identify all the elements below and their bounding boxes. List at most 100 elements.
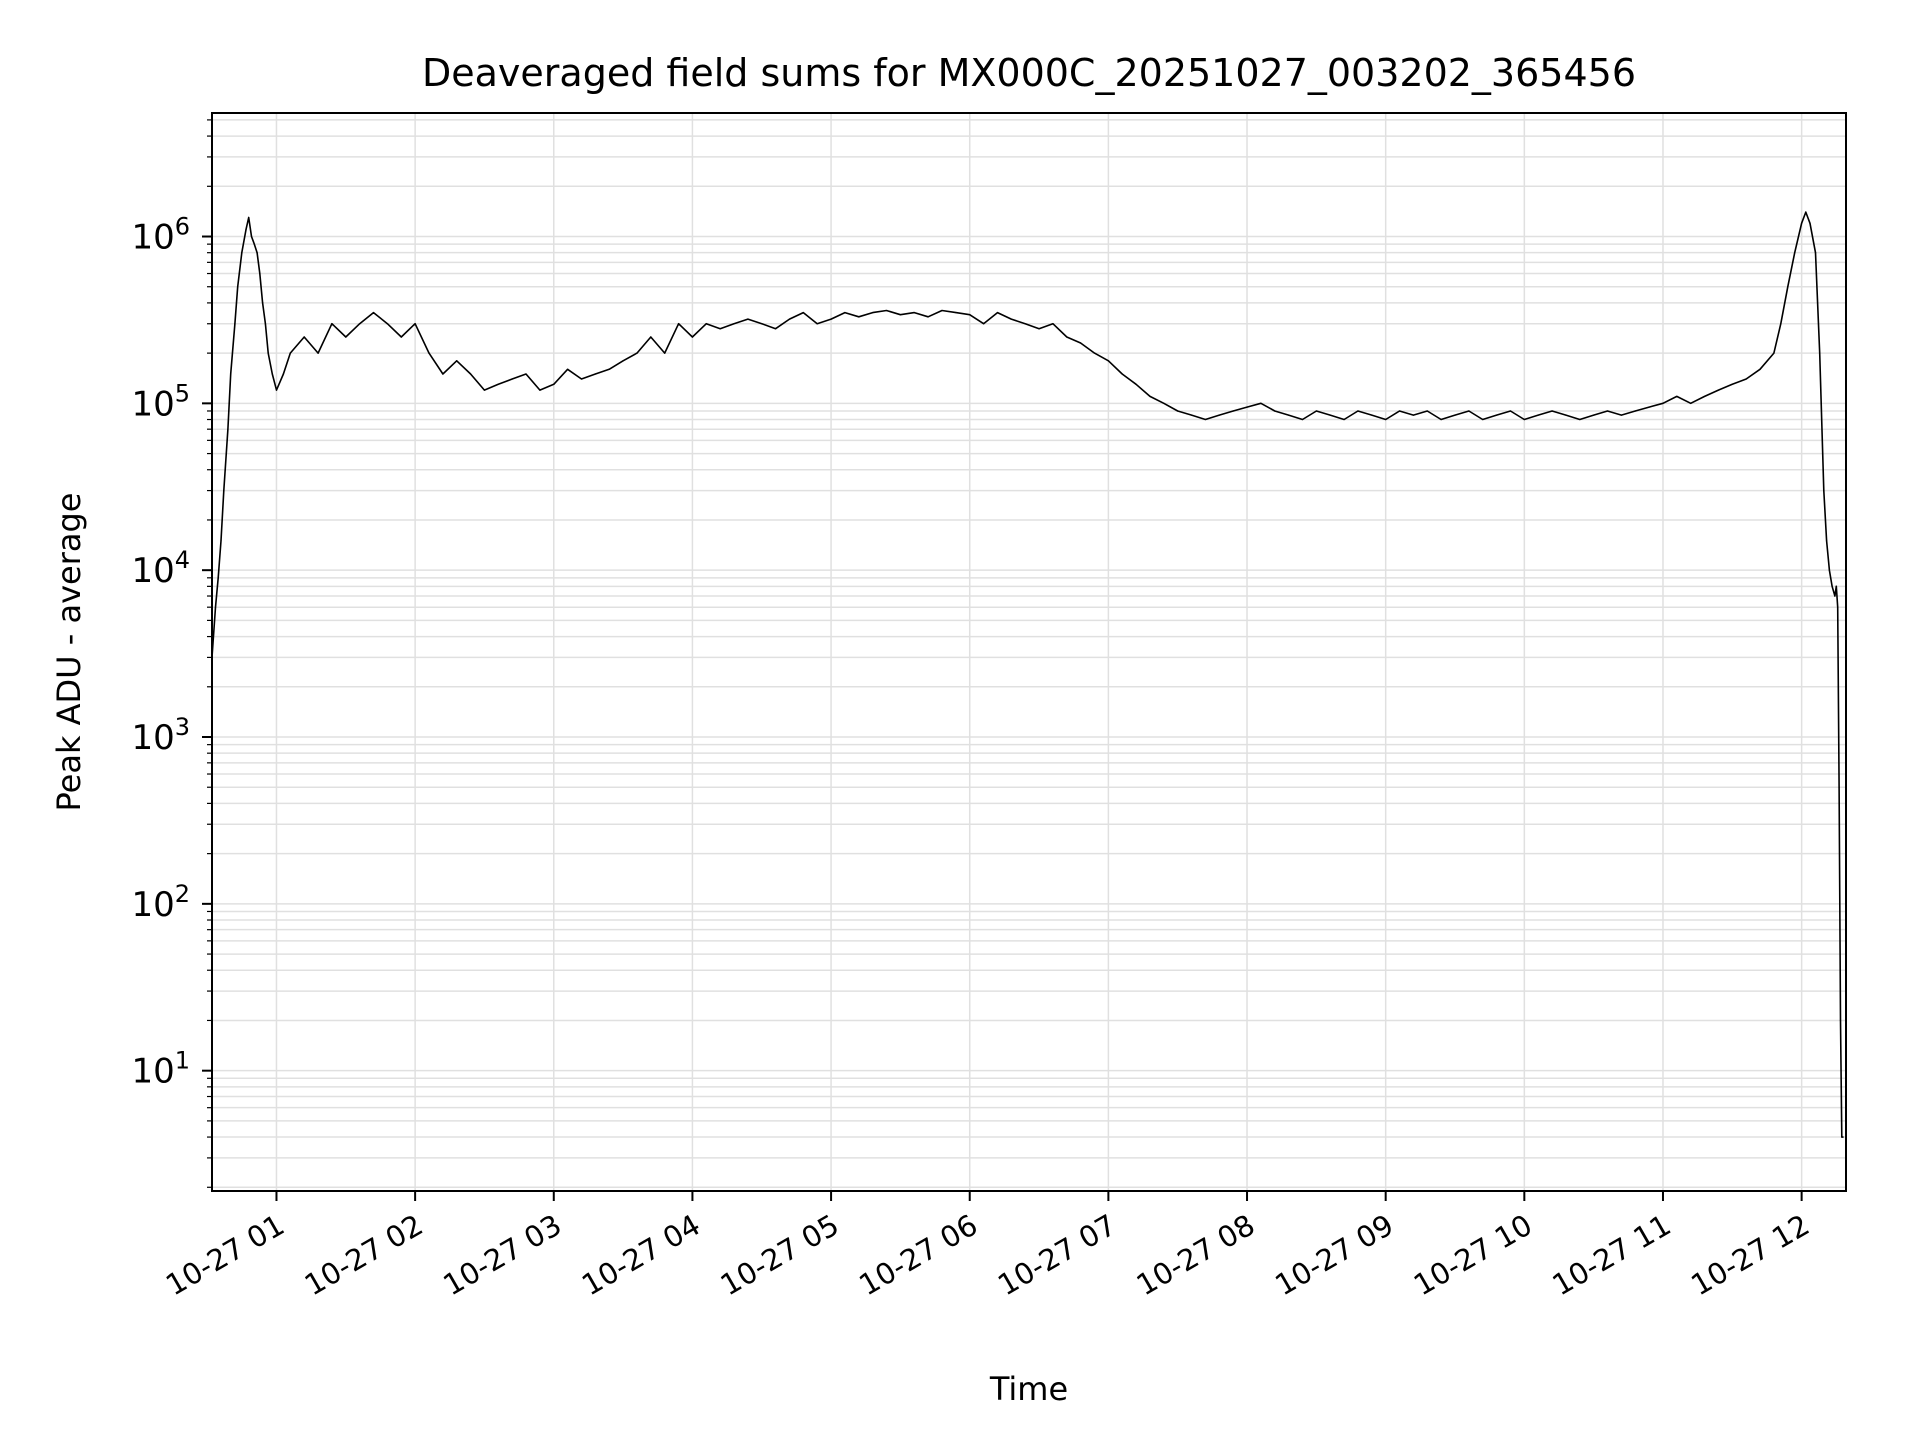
data-point [1260, 402, 1262, 404]
data-point [1634, 410, 1636, 412]
data-point [1385, 418, 1387, 421]
y-tick-label-base: 10 [131, 885, 174, 925]
data-point [1648, 406, 1650, 408]
data-point [553, 383, 555, 385]
data-point [1163, 402, 1165, 404]
data-point [1107, 360, 1109, 362]
data-point [1204, 418, 1207, 421]
data-point [1024, 323, 1026, 325]
data-point [1329, 414, 1331, 416]
data-point [1038, 328, 1040, 330]
data-point [1482, 418, 1484, 421]
data-point [1468, 410, 1470, 412]
data-point [1773, 352, 1775, 354]
data-point [969, 314, 971, 316]
data-point [1537, 414, 1539, 416]
data-point [1052, 323, 1054, 325]
y-tick-label-exponent: 4 [175, 546, 190, 574]
data-point [1834, 595, 1836, 597]
data-point [927, 316, 929, 318]
data-point [733, 323, 735, 325]
data-point [636, 352, 638, 354]
data-point [1551, 410, 1553, 412]
data-point [1371, 414, 1373, 416]
data-point [456, 360, 458, 362]
data-point [511, 378, 513, 380]
y-tick-label-base: 10 [131, 718, 174, 758]
data-point [1301, 418, 1304, 421]
data-point [230, 373, 232, 375]
data-point [608, 368, 610, 370]
data-point [1398, 410, 1401, 412]
data-point [1246, 406, 1248, 408]
data-point [1759, 368, 1761, 370]
y-tick-label: 103 [131, 713, 190, 758]
data-point [1190, 414, 1193, 416]
data-point [1745, 378, 1747, 380]
y-tick-label: 104 [131, 546, 190, 591]
data-point [220, 540, 222, 542]
data-point [1606, 410, 1609, 412]
data-point [223, 489, 225, 492]
data-point [1232, 410, 1234, 412]
data-point [1838, 786, 1840, 788]
y-tick-label: 102 [131, 880, 190, 925]
data-point [955, 311, 957, 314]
data-point [1823, 489, 1825, 492]
data-point [237, 286, 239, 288]
data-point [1274, 410, 1276, 412]
data-point [941, 309, 943, 312]
data-point [844, 311, 846, 314]
data-point [1426, 410, 1428, 412]
plot-frame [211, 112, 1847, 1192]
data-point [580, 378, 583, 380]
data-point [858, 316, 860, 318]
data-point [802, 311, 804, 314]
x-axis-label: Time [989, 1370, 1068, 1408]
data-point [483, 389, 486, 391]
data-point [996, 311, 999, 314]
data-point [1066, 336, 1068, 338]
data-point [1315, 410, 1317, 412]
data-point [1454, 414, 1456, 416]
data-point [442, 373, 444, 375]
data-point [250, 235, 253, 238]
data-point [705, 323, 707, 325]
data-point [241, 252, 243, 254]
data-point [234, 323, 236, 325]
data-point [913, 311, 915, 314]
data-point [899, 314, 902, 316]
data-point [217, 577, 219, 579]
data-point [1412, 414, 1415, 416]
data-point [1620, 414, 1622, 416]
data-point [650, 336, 652, 338]
y-tick-label: 106 [131, 213, 190, 258]
data-point [303, 336, 305, 338]
data-point [214, 606, 217, 608]
data-point [271, 373, 273, 375]
data-point [664, 352, 666, 354]
data-point [1093, 352, 1096, 354]
data-point [1805, 211, 1807, 213]
y-tick-label: 105 [131, 379, 190, 424]
data-point [1835, 585, 1837, 587]
y-tick-label-base: 10 [131, 218, 174, 258]
data-point [872, 311, 874, 314]
data-point [982, 323, 985, 325]
data-point [428, 352, 430, 354]
data-point [1080, 342, 1082, 344]
data-point [469, 373, 472, 375]
data-point [1831, 585, 1833, 587]
data-point [1218, 414, 1220, 416]
data-point [1828, 569, 1830, 571]
y-tick-label-exponent: 5 [175, 379, 190, 407]
data-point [1662, 402, 1664, 404]
data-point [1509, 410, 1512, 412]
data-point [816, 323, 818, 325]
data-point [691, 336, 694, 338]
data-point [567, 368, 569, 370]
y-tick-label-exponent: 2 [175, 880, 190, 908]
data-point [1149, 395, 1151, 398]
